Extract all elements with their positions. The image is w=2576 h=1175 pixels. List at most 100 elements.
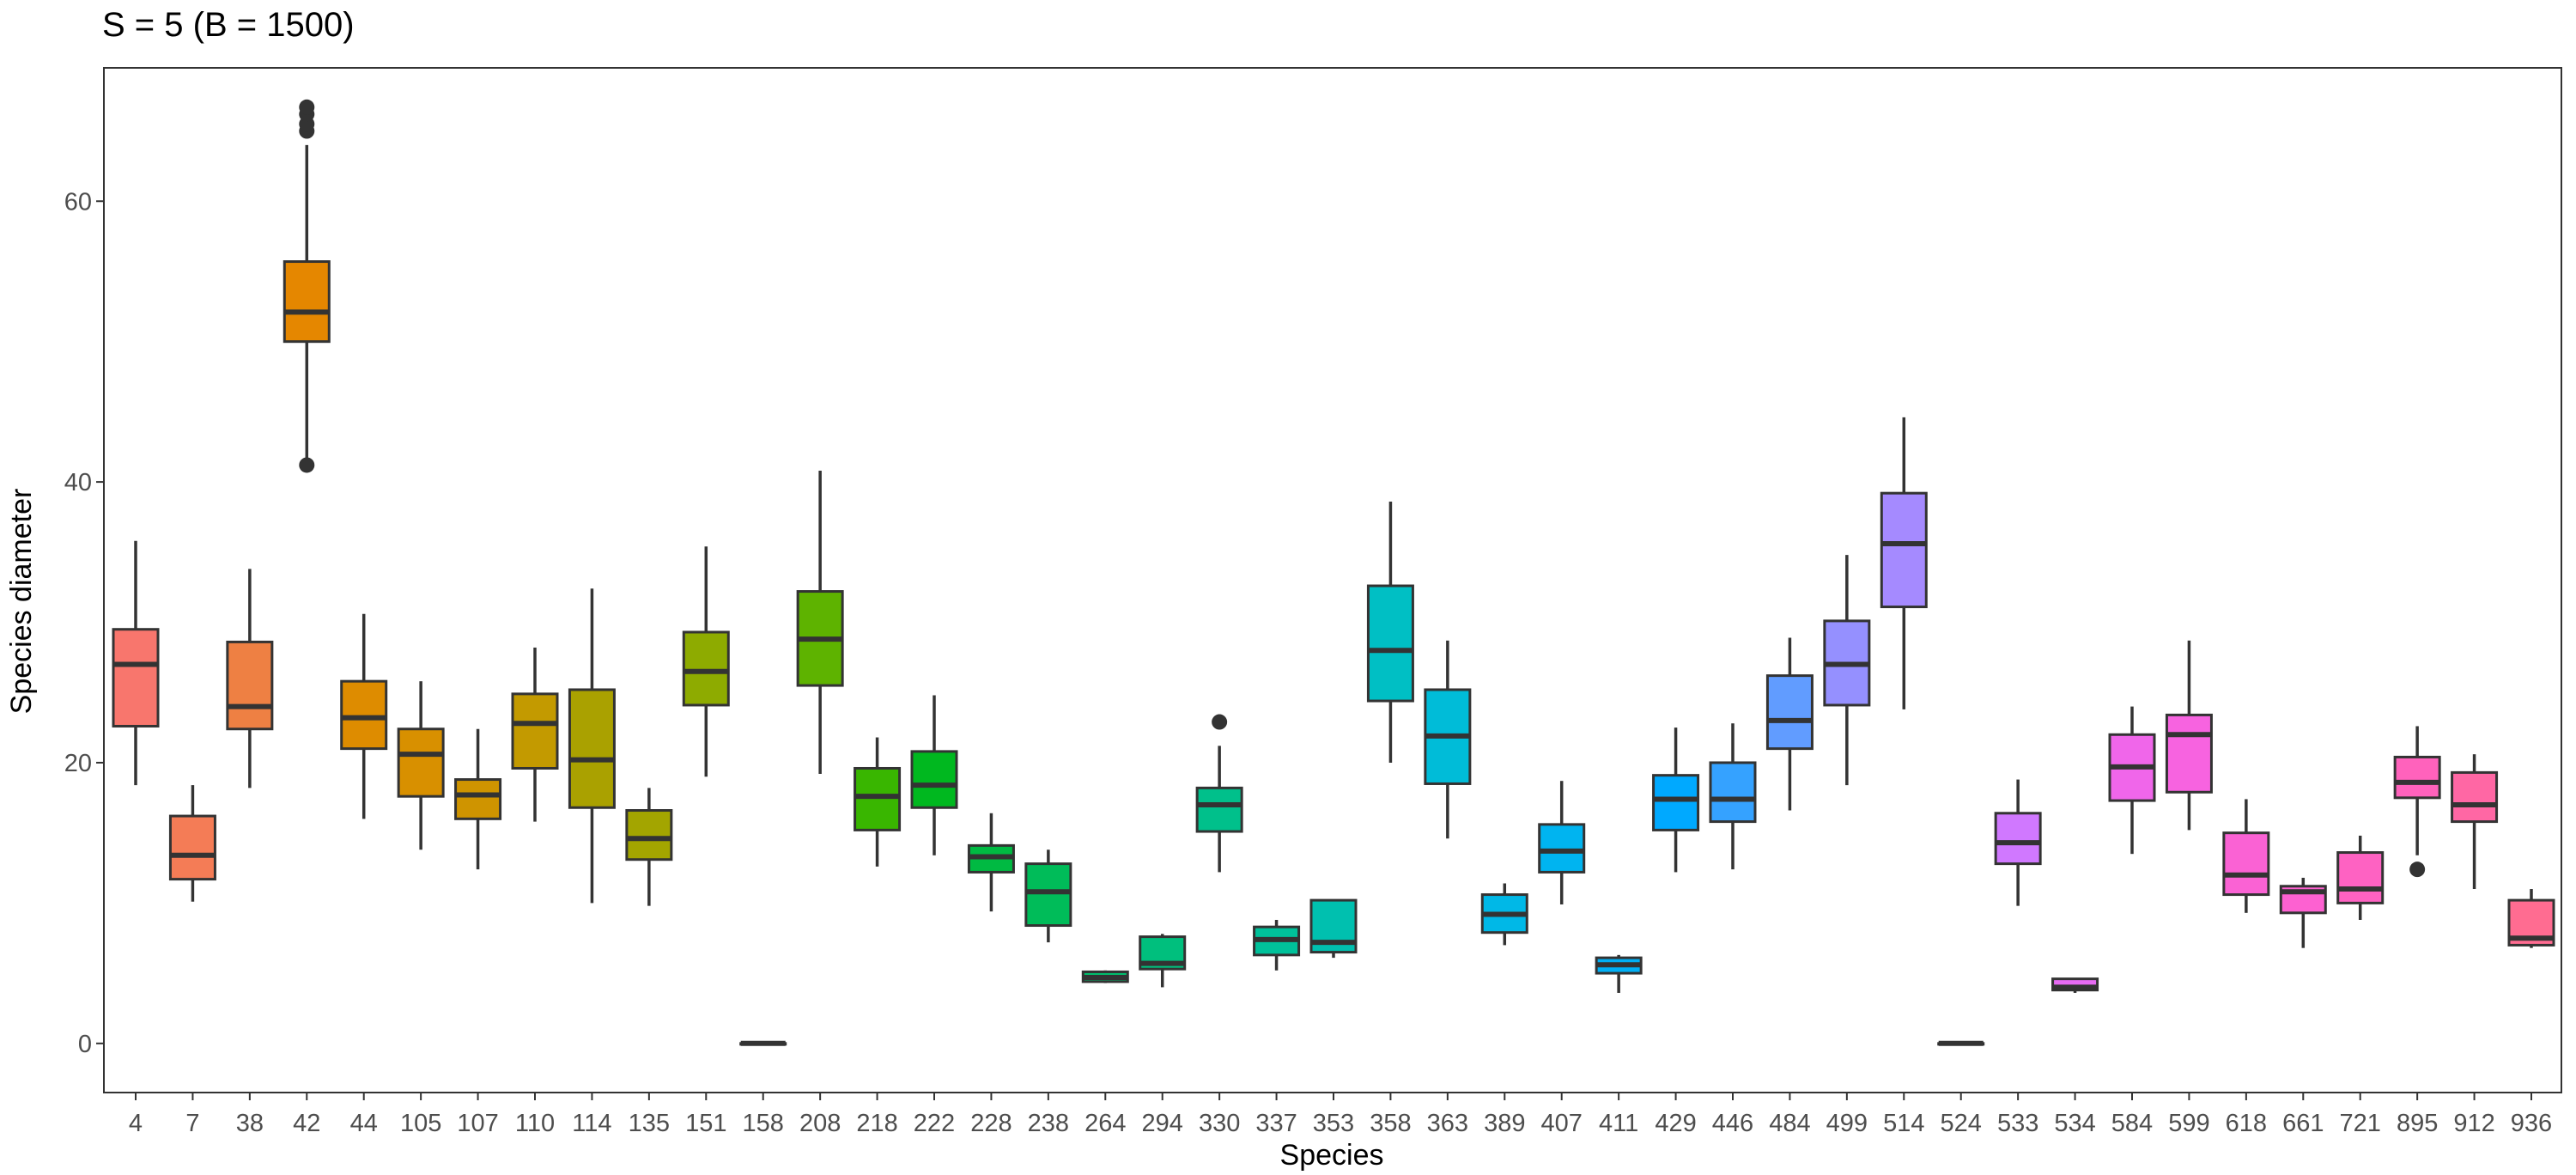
- box-484: [1765, 637, 1814, 811]
- box-407: [1538, 781, 1586, 905]
- x-tick-label: 218: [856, 1110, 897, 1137]
- x-tick-label: 208: [799, 1110, 841, 1137]
- x-tick-label: 151: [685, 1110, 726, 1137]
- x-tick-label: 389: [1484, 1110, 1525, 1137]
- box-iqr: [682, 630, 730, 707]
- x-tick-label: 294: [1142, 1110, 1183, 1137]
- x-tick-label: 363: [1427, 1110, 1468, 1137]
- box-44: [340, 613, 388, 819]
- box-iqr: [1195, 786, 1243, 833]
- box-912: [2451, 754, 2499, 890]
- box-584: [2108, 706, 2156, 855]
- y-tick-label: 60: [64, 188, 92, 216]
- box-264: [1081, 970, 1129, 983]
- x-tick-label: 499: [1826, 1110, 1868, 1137]
- box-218: [854, 737, 902, 867]
- box-iqr: [1709, 761, 1757, 824]
- box-363: [1424, 640, 1472, 839]
- box-337: [1253, 919, 1301, 971]
- box-iqr: [568, 688, 616, 809]
- box-iqr: [854, 766, 902, 831]
- x-tick-label: 895: [2397, 1110, 2438, 1137]
- x-tick-label: 4: [129, 1110, 143, 1137]
- box-411: [1595, 954, 1643, 993]
- box-358: [1366, 501, 1414, 763]
- box-514: [1880, 417, 1928, 709]
- box-iqr: [2393, 755, 2441, 800]
- x-tick-label: 721: [2340, 1110, 2381, 1137]
- outlier-point: [299, 99, 315, 115]
- box-661: [2279, 877, 2327, 948]
- x-tick-label: 42: [293, 1110, 320, 1137]
- x-tick-label: 534: [2054, 1110, 2095, 1137]
- x-tick-label: 358: [1370, 1110, 1411, 1137]
- x-tick-label: 38: [236, 1110, 264, 1137]
- x-tick-label: 114: [572, 1110, 611, 1137]
- plot-panel-border: [103, 67, 2562, 1093]
- box-135: [625, 788, 673, 906]
- x-tick-label: 107: [457, 1110, 498, 1137]
- x-tick-label: 524: [1941, 1110, 1982, 1137]
- x-tick-label: 661: [2282, 1110, 2324, 1137]
- box-105: [397, 681, 445, 850]
- box-721: [2336, 835, 2385, 920]
- x-tick-label: 599: [2168, 1110, 2209, 1137]
- box-iqr: [511, 692, 559, 770]
- x-tick-label: 618: [2226, 1110, 2267, 1137]
- x-tick-label: 936: [2511, 1110, 2552, 1137]
- box-iqr: [112, 628, 160, 728]
- x-tick-label: 514: [1883, 1110, 1924, 1137]
- x-tick-label: 446: [1712, 1110, 1753, 1137]
- y-tick-label: 0: [78, 1031, 92, 1058]
- box-534: [2051, 977, 2099, 993]
- box-iqr: [397, 728, 445, 798]
- box-238: [1024, 849, 1072, 943]
- x-tick-label: 407: [1541, 1110, 1583, 1137]
- x-tick-label: 110: [515, 1110, 555, 1137]
- box-294: [1139, 934, 1187, 988]
- box-iqr: [1024, 862, 1072, 928]
- box-iqr: [1994, 812, 2042, 866]
- x-axis: 4 7 38 42 44 105 107 110 114 135 151 158 208 218 222 22…: [129, 1093, 2552, 1137]
- box-42: [283, 99, 331, 473]
- box-429: [1652, 728, 1700, 873]
- chart-title: S = 5 (B = 1500): [102, 6, 355, 44]
- box-446: [1709, 723, 1757, 870]
- x-tick-label: 353: [1313, 1110, 1354, 1137]
- box-iqr: [454, 778, 502, 820]
- outlier-point: [1212, 714, 1228, 730]
- box-4: [112, 540, 160, 786]
- y-tick-label: 20: [64, 750, 92, 777]
- x-tick-label: 158: [743, 1110, 784, 1137]
- x-tick-label: 533: [1997, 1110, 2038, 1137]
- x-tick-label: 7: [185, 1110, 199, 1137]
- box-114: [568, 588, 616, 904]
- box-618: [2222, 799, 2270, 913]
- x-tick-label: 105: [400, 1110, 441, 1137]
- box-iqr: [340, 679, 388, 751]
- x-tick-label: 238: [1028, 1110, 1069, 1137]
- box-iqr: [2451, 770, 2499, 824]
- x-tick-label: 484: [1769, 1110, 1810, 1137]
- box-iqr: [1765, 674, 1814, 751]
- box-iqr: [1366, 584, 1414, 703]
- box-iqr: [2165, 713, 2213, 794]
- box-222: [910, 695, 958, 855]
- x-tick-label: 411: [1599, 1110, 1638, 1137]
- x-tick-label: 337: [1255, 1110, 1297, 1137]
- box-iqr: [1652, 774, 1700, 831]
- box-iqr: [2222, 831, 2270, 897]
- box-330: [1195, 714, 1243, 873]
- box-iqr: [910, 750, 958, 809]
- box-599: [2165, 640, 2213, 831]
- x-tick-label: 44: [350, 1110, 378, 1137]
- box-533: [1994, 779, 2042, 906]
- box-936: [2507, 889, 2555, 948]
- box-228: [967, 813, 1015, 912]
- x-tick-label: 584: [2111, 1110, 2153, 1137]
- box-iqr: [226, 640, 274, 731]
- y-tick-label: 40: [64, 469, 92, 496]
- x-tick-label: 264: [1084, 1110, 1126, 1137]
- box-151: [682, 546, 730, 777]
- box-895: [2393, 726, 2441, 878]
